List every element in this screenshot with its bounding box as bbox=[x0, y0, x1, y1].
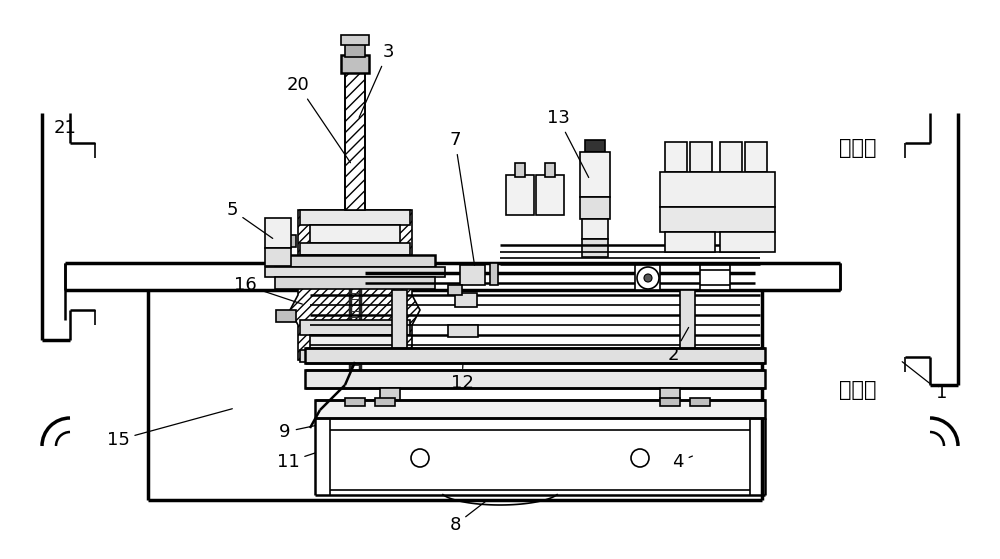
Bar bbox=[310, 225, 400, 243]
Text: 7: 7 bbox=[449, 131, 475, 266]
Text: 13: 13 bbox=[547, 109, 589, 178]
Bar bbox=[276, 235, 296, 247]
Text: 真空侧: 真空侧 bbox=[839, 380, 877, 400]
Bar bbox=[536, 175, 564, 215]
Text: 4: 4 bbox=[672, 453, 692, 471]
Bar bbox=[300, 210, 410, 225]
Bar bbox=[660, 172, 775, 207]
Bar bbox=[310, 335, 400, 350]
Text: 1: 1 bbox=[902, 362, 948, 402]
Text: 3: 3 bbox=[359, 43, 394, 117]
Text: 9: 9 bbox=[279, 423, 315, 441]
Bar bbox=[300, 243, 410, 255]
Text: 8: 8 bbox=[449, 500, 488, 534]
Circle shape bbox=[644, 274, 652, 282]
Bar bbox=[635, 265, 660, 290]
Bar bbox=[580, 152, 610, 197]
Bar bbox=[392, 290, 407, 350]
Bar bbox=[380, 388, 400, 403]
Bar bbox=[506, 175, 534, 215]
Bar bbox=[582, 239, 608, 257]
Bar bbox=[305, 370, 765, 388]
Bar bbox=[341, 55, 369, 73]
Text: 大气侧: 大气侧 bbox=[839, 138, 877, 158]
Bar bbox=[345, 398, 365, 406]
Bar bbox=[660, 207, 775, 232]
Bar bbox=[275, 277, 435, 289]
Bar bbox=[265, 248, 291, 266]
Bar bbox=[690, 142, 712, 172]
Bar bbox=[275, 255, 435, 267]
Text: 11: 11 bbox=[277, 453, 315, 471]
Bar bbox=[720, 232, 775, 252]
Bar bbox=[300, 350, 410, 362]
Bar bbox=[490, 263, 498, 285]
Bar bbox=[448, 325, 478, 337]
Text: 21: 21 bbox=[54, 119, 76, 137]
Bar bbox=[582, 219, 608, 239]
Text: 5: 5 bbox=[226, 201, 273, 238]
Text: 16: 16 bbox=[234, 276, 302, 304]
Bar bbox=[341, 35, 369, 45]
Bar bbox=[448, 285, 462, 295]
Bar bbox=[276, 310, 296, 322]
Text: 12: 12 bbox=[451, 365, 473, 392]
Bar bbox=[375, 398, 395, 406]
Bar bbox=[665, 142, 687, 172]
Bar bbox=[315, 400, 765, 418]
Bar bbox=[690, 398, 710, 406]
Bar bbox=[745, 142, 767, 172]
Bar bbox=[700, 265, 730, 290]
Bar bbox=[455, 293, 477, 307]
Bar bbox=[680, 290, 695, 350]
Bar bbox=[580, 197, 610, 219]
Bar bbox=[585, 140, 605, 152]
Polygon shape bbox=[290, 210, 420, 360]
Bar bbox=[545, 163, 555, 177]
Bar bbox=[265, 218, 291, 248]
Bar bbox=[665, 232, 715, 252]
Text: 20: 20 bbox=[287, 76, 350, 163]
Bar bbox=[300, 320, 410, 335]
Bar bbox=[460, 265, 485, 285]
Bar bbox=[345, 43, 365, 57]
Bar bbox=[660, 388, 680, 403]
Text: 2: 2 bbox=[667, 328, 689, 364]
Bar bbox=[265, 267, 445, 277]
Bar bbox=[660, 398, 680, 406]
Bar bbox=[345, 62, 365, 210]
Bar bbox=[305, 348, 765, 363]
Text: 15: 15 bbox=[107, 409, 232, 449]
Bar bbox=[515, 163, 525, 177]
Bar bbox=[720, 142, 742, 172]
